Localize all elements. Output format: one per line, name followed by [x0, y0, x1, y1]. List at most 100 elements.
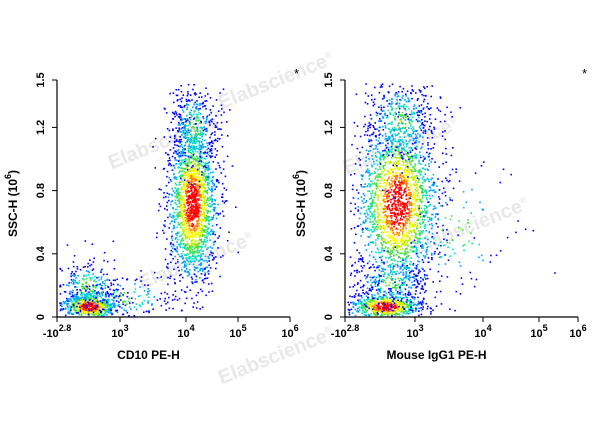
- event-point: [364, 303, 366, 306]
- event-point: [380, 301, 383, 303]
- event-point: [426, 177, 429, 180]
- event-point: [198, 146, 201, 148]
- event-point: [98, 312, 100, 314]
- event-point: [138, 304, 141, 306]
- event-point: [200, 194, 203, 196]
- event-point: [407, 251, 410, 253]
- event-point: [108, 310, 110, 312]
- event-point: [193, 189, 196, 191]
- event-point: [95, 312, 97, 314]
- event-point: [84, 296, 87, 298]
- event-point: [373, 160, 375, 163]
- event-point: [388, 288, 390, 290]
- event-point: [368, 304, 370, 306]
- event-point: [401, 222, 404, 224]
- event-point: [147, 288, 149, 290]
- event-point: [418, 179, 420, 181]
- event-point: [392, 303, 395, 306]
- event-point: [197, 181, 199, 183]
- event-point: [410, 307, 412, 310]
- event-point: [209, 150, 211, 153]
- event-point: [89, 264, 91, 267]
- event-point: [181, 262, 184, 264]
- event-point: [175, 163, 177, 165]
- event-point: [197, 108, 200, 111]
- event-point: [176, 206, 179, 208]
- event-point: [175, 250, 178, 252]
- event-point: [411, 311, 414, 313]
- event-point: [184, 221, 186, 224]
- event-point: [92, 285, 94, 288]
- event-point: [99, 311, 101, 313]
- event-point: [415, 307, 417, 310]
- event-point: [190, 205, 193, 208]
- event-point: [192, 242, 195, 245]
- event-point: [194, 240, 197, 242]
- event-point: [412, 284, 414, 286]
- event-point: [179, 246, 182, 248]
- event-point: [394, 140, 396, 142]
- event-point: [429, 125, 431, 128]
- event-point: [360, 304, 363, 306]
- event-point: [122, 294, 124, 296]
- event-point: [189, 123, 191, 125]
- event-point: [411, 197, 413, 199]
- event-point: [400, 266, 402, 269]
- event-point: [442, 162, 444, 165]
- event-point: [427, 142, 429, 144]
- event-point: [196, 184, 198, 186]
- event-point: [190, 172, 193, 174]
- event-point: [208, 227, 210, 229]
- event-point: [412, 179, 414, 181]
- event-point: [404, 181, 407, 183]
- event-point: [206, 203, 209, 206]
- event-point: [192, 181, 194, 183]
- event-point: [401, 291, 403, 293]
- event-point: [190, 161, 193, 163]
- event-point: [192, 218, 194, 220]
- event-point: [410, 304, 413, 307]
- event-point: [403, 284, 405, 286]
- event-point: [401, 297, 404, 299]
- event-point: [72, 313, 74, 315]
- event-point: [194, 203, 196, 205]
- event-point: [164, 108, 166, 110]
- event-point: [377, 185, 379, 187]
- event-point: [195, 199, 197, 201]
- event-point: [87, 262, 89, 265]
- y-tick-label: 1.2: [35, 120, 47, 135]
- event-point: [106, 260, 109, 263]
- event-point: [96, 298, 98, 301]
- event-point: [373, 307, 376, 309]
- event-point: [179, 124, 181, 126]
- event-point: [113, 268, 116, 270]
- event-point: [217, 214, 219, 216]
- event-point: [206, 217, 209, 219]
- event-point: [390, 276, 393, 278]
- event-point: [113, 296, 116, 299]
- event-point: [162, 168, 165, 170]
- event-point: [408, 237, 411, 239]
- event-point: [404, 220, 406, 222]
- event-point: [395, 217, 398, 219]
- event-point: [366, 287, 369, 289]
- event-point: [94, 290, 96, 292]
- event-point: [358, 309, 361, 311]
- event-point: [117, 297, 120, 300]
- event-point: [193, 217, 195, 219]
- event-point: [398, 177, 401, 180]
- event-point: [174, 218, 176, 221]
- event-point: [189, 252, 191, 254]
- event-point: [185, 232, 188, 235]
- event-point: [186, 171, 188, 173]
- event-point: [219, 212, 221, 215]
- event-point: [183, 160, 186, 163]
- event-point: [202, 242, 205, 245]
- event-point: [207, 182, 209, 184]
- event-point: [198, 167, 201, 170]
- event-point: [196, 179, 198, 182]
- event-point: [399, 166, 402, 169]
- event-point: [103, 308, 105, 311]
- event-point: [408, 290, 410, 292]
- event-point: [90, 303, 92, 306]
